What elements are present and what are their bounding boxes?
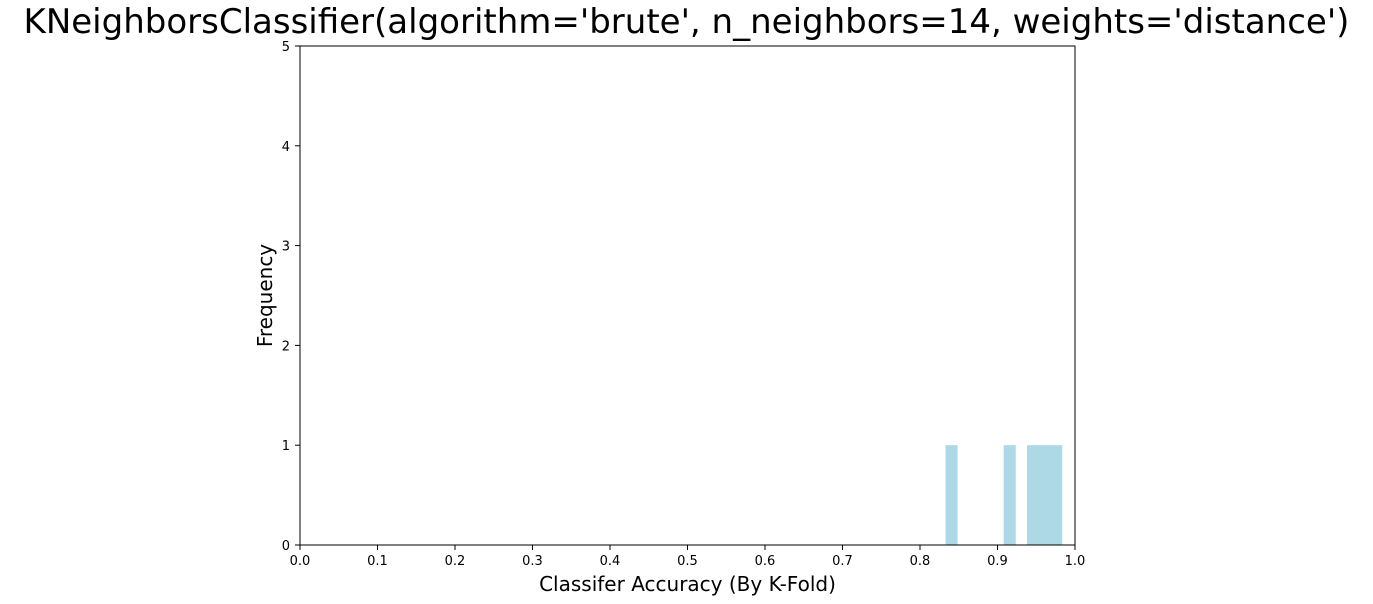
x-tick-label: 0.1 — [367, 554, 388, 569]
y-tick-label: 0 — [282, 539, 290, 554]
x-tick-label: 0.9 — [987, 554, 1008, 569]
y-axis-label: Frequency — [253, 244, 277, 347]
x-tick-label: 0.6 — [755, 554, 776, 569]
x-tick-label: 0.8 — [910, 554, 931, 569]
y-tick-label: 4 — [282, 140, 290, 155]
x-tick-label: 0.5 — [677, 554, 698, 569]
bars-group — [945, 445, 1063, 545]
x-axis-ticks: 0.0 0.1 0.2 0.3 0.4 0.5 0.6 0.7 0.8 0.9 1.0 — [290, 545, 1086, 569]
y-axis-ticks: 0 1 2 3 4 5 — [282, 40, 300, 554]
x-tick-label: 0.3 — [522, 554, 543, 569]
histogram-bar-5 — [1050, 445, 1063, 545]
histogram-bar-2 — [1003, 445, 1016, 545]
y-tick-label: 2 — [282, 339, 290, 354]
histogram-bar-4 — [1038, 445, 1051, 545]
histogram-bar-1 — [945, 445, 958, 545]
x-tick-label: 0.4 — [600, 554, 621, 569]
axes-frame — [299, 45, 1076, 546]
y-tick-label: 1 — [282, 439, 290, 454]
x-tick-label: 0.2 — [445, 554, 466, 569]
histogram-bar-3 — [1026, 445, 1039, 545]
chart-title: KNeighborsClassifier(algorithm='brute', … — [23, 2, 1350, 42]
y-tick-label: 5 — [282, 40, 290, 55]
x-tick-label: 1.0 — [1065, 554, 1086, 569]
x-tick-label: 0.7 — [832, 554, 853, 569]
x-axis-label: Classifer Accuracy (By K-Fold) — [539, 572, 836, 596]
x-tick-label: 0.0 — [290, 554, 311, 569]
y-tick-label: 3 — [282, 240, 290, 255]
